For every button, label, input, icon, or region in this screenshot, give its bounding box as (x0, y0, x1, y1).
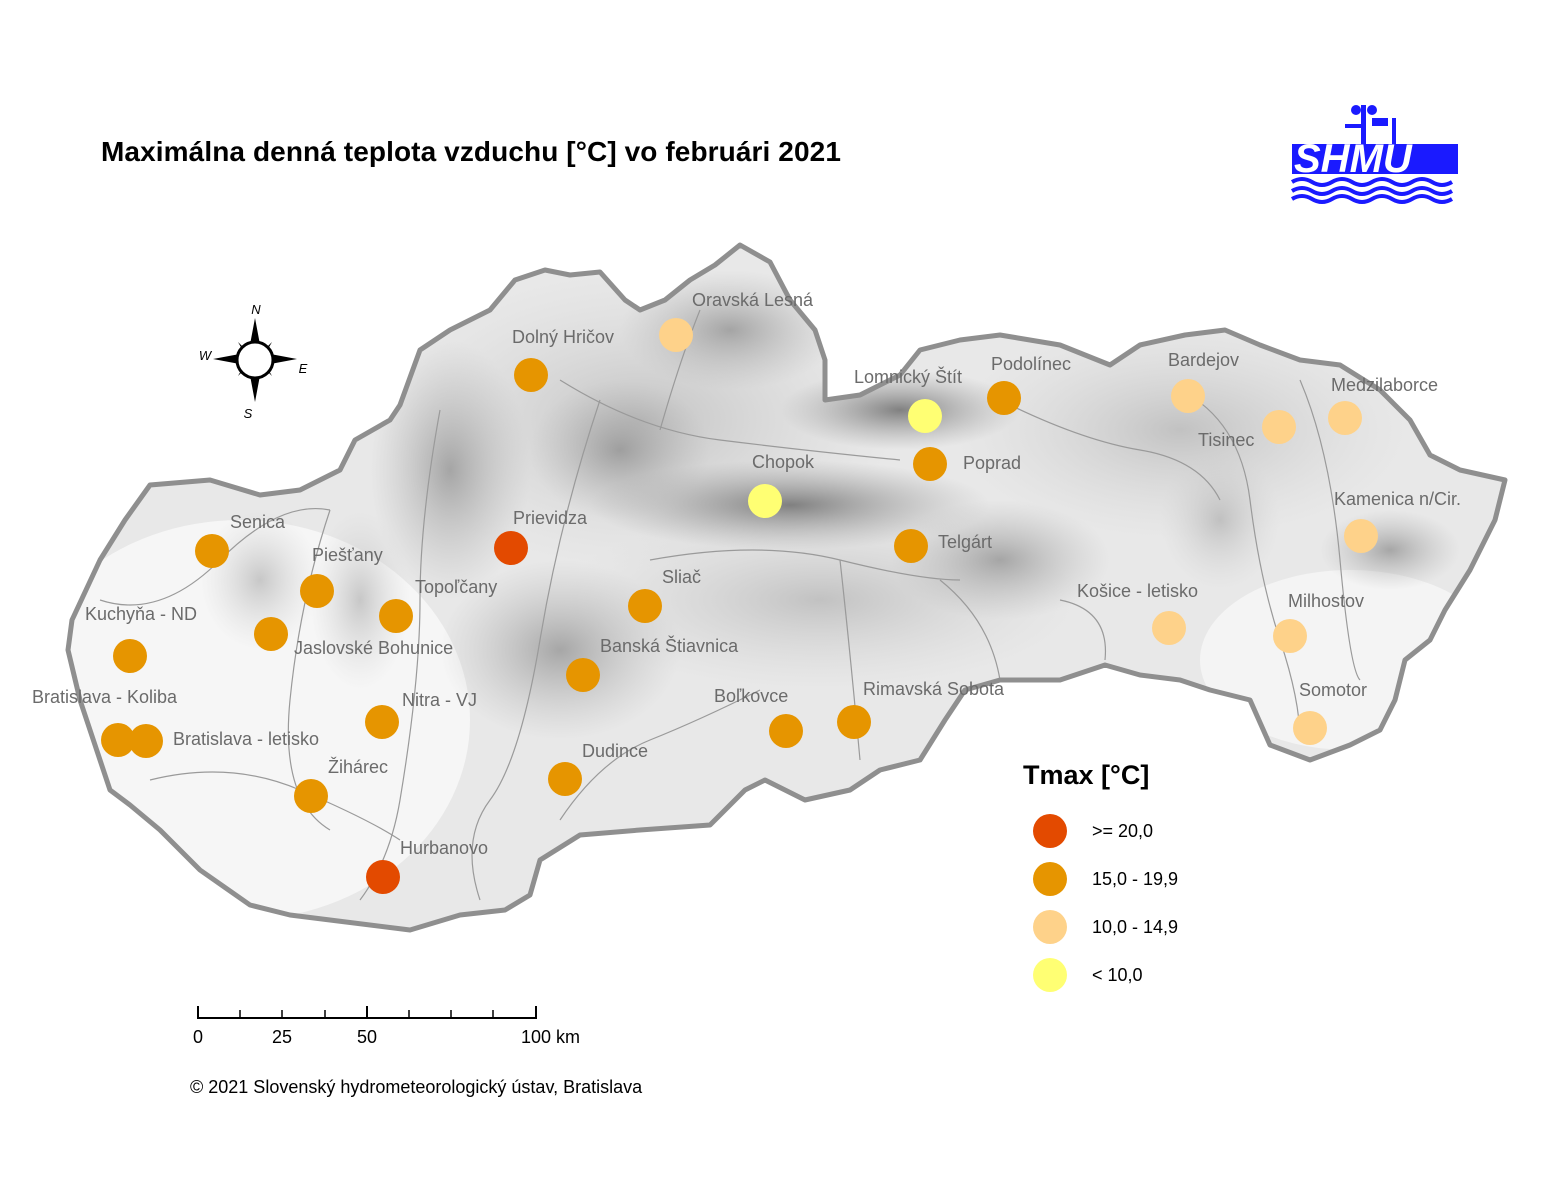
station-marker-ziharec (294, 779, 328, 813)
scale-bar: 0 25 50 100 km (193, 1006, 580, 1047)
station-label-milhostov: Milhostov (1288, 591, 1364, 611)
station-marker-bolkovce (769, 714, 803, 748)
station-label-dolny-hricov: Dolný Hričov (512, 327, 614, 347)
station-label-bratislava-koliba: Bratislava - Koliba (32, 687, 178, 707)
legend-swatch (1033, 814, 1067, 848)
station-marker-prievidza (494, 531, 528, 565)
station-marker-hurbanovo (366, 860, 400, 894)
station-marker-medzilaborce (1328, 401, 1362, 435)
legend-label: >= 20,0 (1092, 820, 1154, 841)
legend-label: < 10,0 (1092, 964, 1143, 985)
station-marker-kuchyna-nd (113, 639, 147, 673)
station-marker-chopok (748, 484, 782, 518)
station-marker-bratislava-letisko (129, 724, 163, 758)
station-label-bardejov: Bardejov (1168, 350, 1239, 370)
scale-label-0: 0 (193, 1027, 203, 1047)
station-label-hurbanovo: Hurbanovo (400, 838, 488, 858)
station-marker-dolny-hricov (514, 358, 548, 392)
station-marker-jaslovske-bohunice (254, 617, 288, 651)
station-marker-piestany (300, 574, 334, 608)
compass-w-label: W (199, 348, 213, 363)
compass-e-label: E (299, 361, 308, 376)
station-label-kosice-letisko: Košice - letisko (1077, 581, 1198, 601)
legend-item: < 10,0 (1033, 957, 1143, 993)
legend-item: >= 20,0 (1033, 813, 1153, 849)
station-label-somotor: Somotor (1299, 680, 1367, 700)
station-label-lomnicky-stit: Lomnický Štít (854, 366, 962, 387)
station-marker-bratislava-koliba (101, 723, 135, 757)
station-marker-kosice-letisko (1152, 611, 1186, 645)
copyright-notice: © 2021 Slovenský hydrometeorologický úst… (190, 1077, 643, 1097)
station-label-nitra-vj: Nitra - VJ (402, 690, 477, 710)
station-marker-oravska-lesna (659, 318, 693, 352)
station-label-podolinec: Podolínec (991, 354, 1071, 374)
shmu-logo: SHMÚ (1290, 105, 1458, 204)
station-marker-rimavska-sobota (837, 705, 871, 739)
legend-swatch (1033, 862, 1067, 896)
scale-label-50: 50 (357, 1027, 377, 1047)
station-marker-milhostov (1273, 619, 1307, 653)
station-label-telgart: Telgárt (938, 532, 992, 552)
scale-label-100: 100 km (521, 1027, 580, 1047)
station-marker-poprad (913, 447, 947, 481)
legend-title: Tmax [°C] (1023, 760, 1150, 790)
station-label-sliac: Sliač (662, 567, 701, 587)
station-label-kuchyna-nd: Kuchyňa - ND (85, 604, 197, 624)
legend-swatch (1033, 910, 1067, 944)
legend-item: 15,0 - 19,9 (1033, 861, 1178, 897)
station-label-bolkovce: Boľkovce (714, 686, 788, 706)
station-label-banska-stiavnica: Banská Štiavnica (600, 635, 739, 656)
station-label-oravska-lesna: Oravská Lesná (692, 290, 814, 310)
station-label-medzilaborce: Medzilaborce (1331, 375, 1438, 395)
station-label-tisinec: Tisinec (1198, 430, 1254, 450)
station-marker-bardejov (1171, 379, 1205, 413)
station-marker-sliac (628, 589, 662, 623)
station-label-piestany: Piešťany (312, 545, 383, 565)
station-label-senica: Senica (230, 512, 286, 532)
station-marker-tisinec (1262, 410, 1296, 444)
station-marker-podolinec (987, 381, 1021, 415)
station-marker-telgart (894, 529, 928, 563)
legend-swatch (1033, 958, 1067, 992)
stations-layer: Oravská Lesná Dolný Hričov Lomnický Štít Po… (32, 290, 1461, 894)
station-label-topolcany: Topoľčany (415, 577, 497, 597)
compass-rose: N S E W (199, 302, 308, 421)
station-label-dudince: Dudince (582, 741, 648, 761)
station-label-prievidza: Prievidza (513, 508, 588, 528)
station-marker-somotor (1293, 711, 1327, 745)
scale-label-25: 25 (272, 1027, 292, 1047)
station-label-ziharec: Žihárec (328, 757, 388, 777)
legend-label: 10,0 - 14,9 (1092, 916, 1179, 937)
station-marker-dudince (548, 762, 582, 796)
station-marker-banska-stiavnica (566, 658, 600, 692)
compass-s-label: S (244, 406, 253, 421)
logo-text: SHMÚ (1294, 135, 1413, 181)
station-label-poprad: Poprad (963, 453, 1021, 473)
legend-label: 15,0 - 19,9 (1092, 868, 1179, 889)
legend-item: 10,0 - 14,9 (1033, 909, 1178, 945)
station-marker-lomnicky-stit (908, 399, 942, 433)
station-marker-topolcany (379, 599, 413, 633)
station-label-jaslovske-bohunice: Jaslovské Bohunice (294, 638, 453, 658)
map-title: Maximálna denná teplota vzduchu [°C] vo … (101, 136, 841, 167)
station-marker-nitra-vj (365, 705, 399, 739)
station-label-kamenica-n-cir: Kamenica n/Cir. (1334, 489, 1461, 509)
station-marker-senica (195, 534, 229, 568)
station-label-chopok: Chopok (752, 452, 815, 472)
station-marker-kamenica-n-cir (1344, 519, 1378, 553)
station-label-rimavska-sobota: Rimavská Sobota (863, 679, 1005, 699)
station-label-bratislava-letisko: Bratislava - letisko (173, 729, 319, 749)
compass-n-label: N (251, 302, 261, 317)
